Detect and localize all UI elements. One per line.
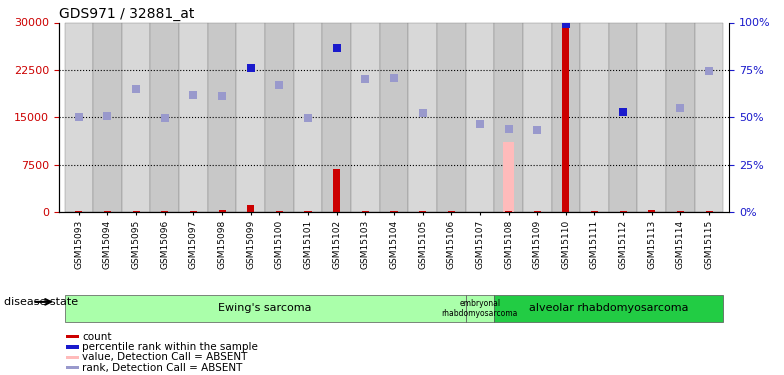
Text: disease state: disease state xyxy=(4,297,78,307)
FancyBboxPatch shape xyxy=(208,22,237,212)
Text: alveolar rhabdomyosarcoma: alveolar rhabdomyosarcoma xyxy=(529,303,688,313)
Bar xyxy=(75,211,82,212)
FancyBboxPatch shape xyxy=(179,22,208,212)
Text: rank, Detection Call = ABSENT: rank, Detection Call = ABSENT xyxy=(82,363,242,373)
FancyBboxPatch shape xyxy=(637,22,666,212)
Bar xyxy=(390,211,397,212)
Text: embryonal
rhabdomyosarcoma: embryonal rhabdomyosarcoma xyxy=(441,299,518,318)
Bar xyxy=(503,142,514,212)
Text: Ewing's sarcoma: Ewing's sarcoma xyxy=(218,303,312,313)
Bar xyxy=(66,345,79,349)
Bar xyxy=(66,335,79,338)
Bar xyxy=(333,169,340,212)
FancyBboxPatch shape xyxy=(151,22,179,212)
Bar xyxy=(419,211,426,212)
Bar xyxy=(304,211,311,212)
Text: percentile rank within the sample: percentile rank within the sample xyxy=(82,342,258,352)
FancyBboxPatch shape xyxy=(93,22,122,212)
Bar xyxy=(104,211,111,212)
FancyBboxPatch shape xyxy=(322,22,351,212)
FancyBboxPatch shape xyxy=(666,22,695,212)
Bar xyxy=(162,211,169,212)
Bar xyxy=(276,211,283,212)
Bar xyxy=(619,211,626,212)
Bar xyxy=(505,211,512,212)
Text: GDS971 / 32881_at: GDS971 / 32881_at xyxy=(59,8,194,21)
Bar xyxy=(361,211,368,212)
Bar xyxy=(648,210,655,212)
Bar xyxy=(219,210,226,212)
Bar xyxy=(591,211,598,212)
FancyBboxPatch shape xyxy=(64,22,93,212)
Bar xyxy=(132,211,140,212)
Bar xyxy=(247,205,254,212)
FancyBboxPatch shape xyxy=(294,22,322,212)
FancyBboxPatch shape xyxy=(265,22,294,212)
Bar xyxy=(534,211,541,212)
FancyBboxPatch shape xyxy=(466,22,494,212)
FancyBboxPatch shape xyxy=(580,22,609,212)
FancyBboxPatch shape xyxy=(122,22,151,212)
Bar xyxy=(562,26,569,212)
Bar xyxy=(448,211,455,212)
FancyBboxPatch shape xyxy=(494,22,523,212)
Text: value, Detection Call = ABSENT: value, Detection Call = ABSENT xyxy=(82,352,248,362)
Bar xyxy=(190,211,197,212)
Bar xyxy=(66,366,79,369)
FancyBboxPatch shape xyxy=(379,22,408,212)
FancyBboxPatch shape xyxy=(523,22,551,212)
FancyBboxPatch shape xyxy=(494,295,724,322)
FancyBboxPatch shape xyxy=(609,22,637,212)
FancyBboxPatch shape xyxy=(466,295,494,322)
Text: count: count xyxy=(82,332,112,342)
Bar xyxy=(706,211,713,212)
FancyBboxPatch shape xyxy=(237,22,265,212)
FancyBboxPatch shape xyxy=(64,295,466,322)
Bar xyxy=(66,356,79,359)
FancyBboxPatch shape xyxy=(437,22,466,212)
FancyBboxPatch shape xyxy=(551,22,580,212)
FancyBboxPatch shape xyxy=(351,22,379,212)
FancyBboxPatch shape xyxy=(695,22,724,212)
Bar xyxy=(677,211,684,212)
FancyBboxPatch shape xyxy=(408,22,437,212)
